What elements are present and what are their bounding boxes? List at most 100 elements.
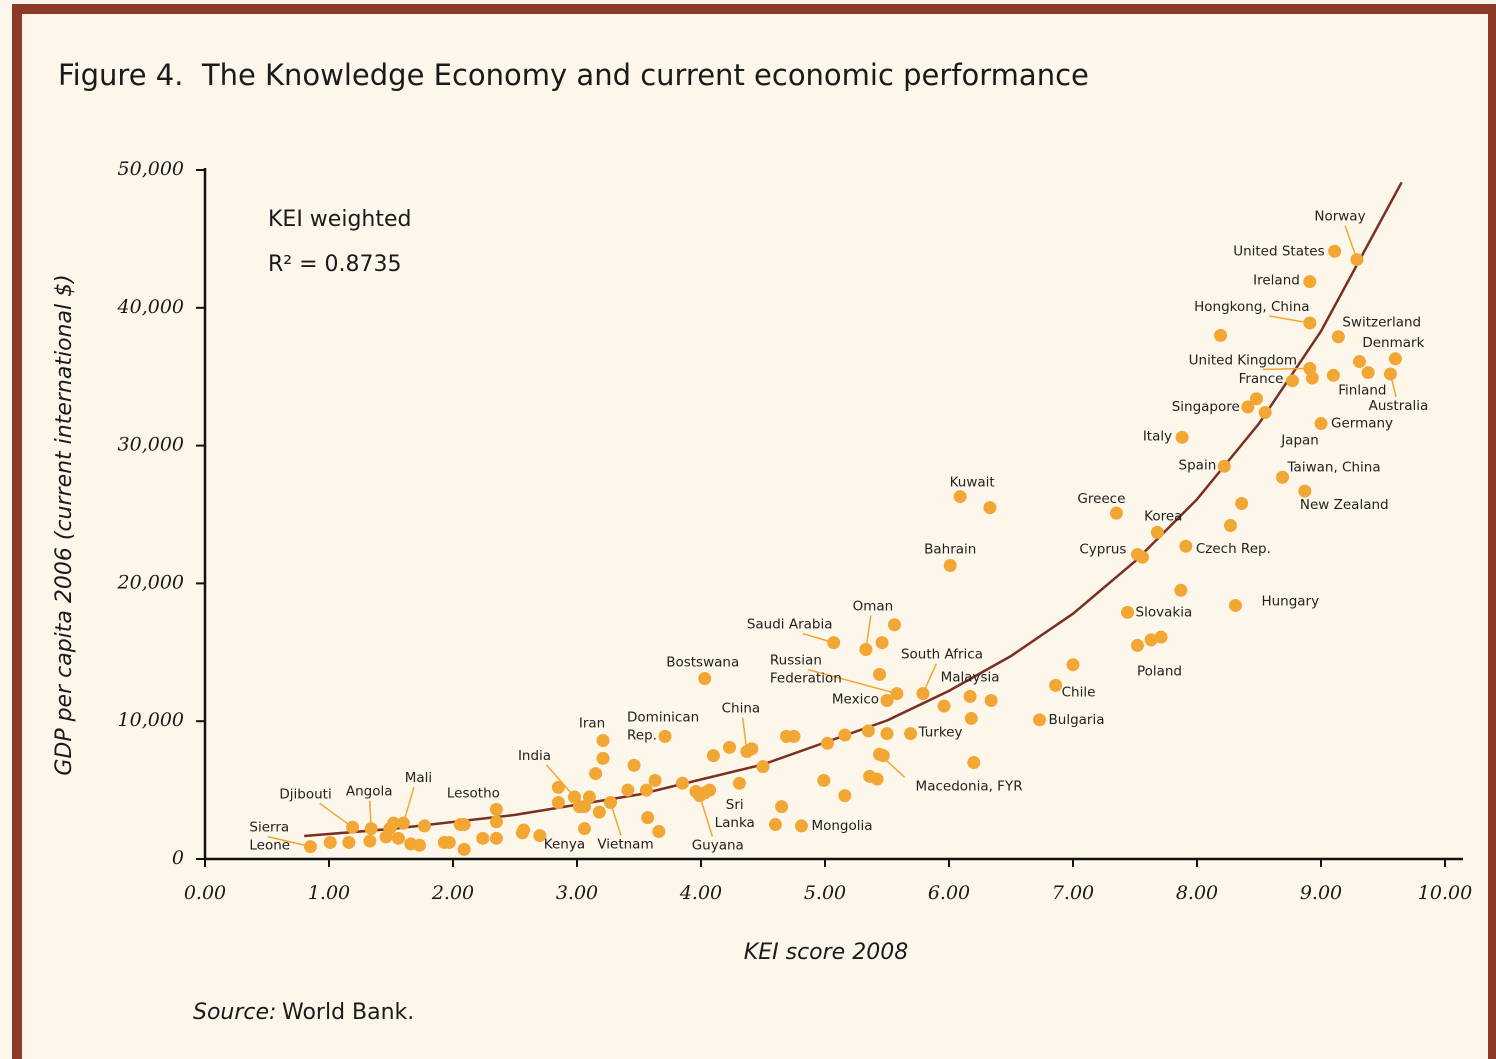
point — [1175, 430, 1189, 444]
point — [1174, 583, 1188, 597]
point — [873, 667, 887, 681]
point-label: Finland — [1338, 382, 1386, 398]
point — [1214, 328, 1228, 342]
point — [379, 830, 393, 844]
point — [1049, 678, 1063, 692]
point — [621, 783, 635, 797]
x-tick-label: 2.00 — [431, 882, 474, 904]
point — [1033, 713, 1047, 727]
point — [887, 618, 901, 632]
leader-line — [1389, 373, 1397, 398]
point — [675, 776, 689, 790]
point-label: France — [1239, 371, 1284, 387]
point — [342, 835, 356, 849]
point-label: Switzerland — [1342, 315, 1421, 331]
point-label: China — [722, 701, 761, 717]
point — [1326, 368, 1340, 382]
point-label: Czech Rep. — [1196, 541, 1271, 557]
point — [1179, 539, 1193, 553]
point-label: India — [518, 748, 551, 764]
point — [658, 729, 672, 743]
leader-line — [545, 764, 576, 798]
point — [1328, 244, 1342, 258]
point — [648, 773, 662, 787]
x-axis-title: KEI score 2008 — [744, 940, 908, 965]
point — [589, 767, 603, 781]
point — [596, 733, 610, 747]
y-tick-label: 30,000 — [118, 434, 184, 456]
leader-line — [402, 786, 415, 824]
point — [1276, 470, 1290, 484]
point — [1217, 459, 1231, 473]
point-label: Bostswana — [666, 654, 739, 670]
point — [732, 776, 746, 790]
point-label: Germany — [1331, 416, 1393, 432]
leader-line — [741, 717, 748, 752]
point-label: Macedonia, FYR — [916, 778, 1023, 794]
point — [880, 727, 894, 741]
point-label: South Africa — [901, 647, 983, 663]
point — [489, 815, 503, 829]
leader-line — [802, 632, 834, 644]
point-label: Ireland — [1253, 273, 1300, 289]
point — [1066, 658, 1080, 672]
annotation: KEI weighted — [268, 207, 411, 232]
point — [592, 805, 606, 819]
y-tick-label: 0 — [172, 847, 184, 869]
point — [1298, 484, 1312, 498]
point-label: Poland — [1137, 663, 1182, 679]
point — [582, 790, 596, 804]
point — [794, 819, 808, 833]
point-label: Cyprus — [1079, 541, 1126, 557]
point-label: Italy — [1143, 428, 1172, 444]
x-tick-label: 7.00 — [1052, 882, 1094, 904]
point — [756, 760, 770, 774]
source: World Bank. — [282, 1000, 414, 1025]
point — [1305, 371, 1319, 385]
point — [745, 742, 759, 756]
point-label: Bahrain — [924, 541, 976, 557]
point-label: United States — [1233, 243, 1324, 259]
point-label: Mali — [405, 770, 432, 786]
point — [943, 558, 957, 572]
point — [787, 729, 801, 743]
y-axis-title: GDP per capita 2006 (current internation… — [52, 274, 77, 775]
point-label: United Kingdom — [1189, 352, 1297, 368]
leader-line — [807, 668, 898, 695]
point — [904, 727, 918, 741]
point — [1285, 374, 1299, 388]
x-tick-label: 8.00 — [1176, 882, 1218, 904]
leader-line — [879, 753, 906, 778]
point — [1223, 519, 1237, 533]
point-label: Russian — [770, 653, 822, 669]
point-label: Hongkong, China — [1194, 299, 1309, 315]
point-label: Vietnam — [597, 837, 653, 853]
point-label: Sierra — [249, 820, 289, 836]
point — [984, 694, 998, 708]
point-label: Kenya — [544, 837, 585, 853]
point — [442, 835, 456, 849]
point — [1388, 352, 1402, 366]
point — [953, 490, 967, 504]
leader-line — [1262, 367, 1310, 371]
point-label: Angola — [346, 784, 393, 800]
leader-line — [865, 615, 872, 650]
point — [983, 501, 997, 515]
point — [689, 784, 703, 798]
point — [1109, 506, 1123, 520]
point — [652, 824, 666, 838]
leader-line — [1344, 225, 1358, 260]
x-tick-label: 6.00 — [928, 882, 970, 904]
point — [775, 800, 789, 814]
point — [323, 835, 337, 849]
point — [639, 783, 653, 797]
point — [1258, 406, 1272, 420]
point — [1121, 605, 1135, 619]
x-tick-label: 9.00 — [1300, 882, 1342, 904]
point-label: Slovakia — [1136, 604, 1193, 620]
point — [768, 818, 782, 832]
point — [838, 789, 852, 803]
point — [880, 694, 894, 708]
point — [817, 773, 831, 787]
